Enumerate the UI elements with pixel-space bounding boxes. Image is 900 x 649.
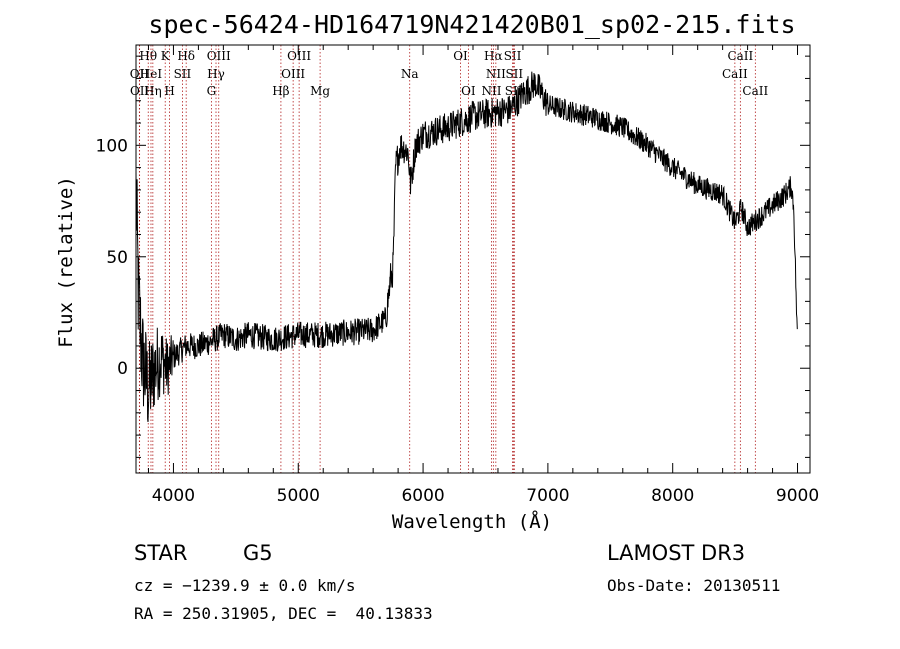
- spectral-line-label: Hβ: [272, 84, 289, 98]
- x-axis-label: Wavelength (Å): [392, 510, 552, 533]
- x-tick-label: 6000: [401, 486, 444, 506]
- x-tick-label: 9000: [776, 486, 819, 506]
- y-tick-label: 0: [117, 359, 128, 379]
- y-tick-label: 100: [96, 136, 128, 156]
- spectral-line-label: Hδ: [177, 49, 195, 63]
- spectral-line-label: SII: [505, 67, 523, 81]
- spectral-line-label: OIII: [287, 49, 311, 63]
- obs-date: Obs-Date: 20130511: [607, 576, 781, 595]
- spectral-line-label: NII: [481, 84, 501, 98]
- spectral-line-label: Na: [401, 67, 419, 81]
- spectral-line-label: CaII: [722, 67, 748, 81]
- spectral-line-label: NII: [486, 67, 506, 81]
- spectral-line-label: SII: [504, 49, 522, 63]
- x-tick-label: 5000: [277, 486, 320, 506]
- spectral-line-label: OIII: [207, 49, 231, 63]
- object-subclass: G5: [243, 541, 273, 565]
- spectral-line-label: H: [164, 84, 174, 98]
- spectral-line-label: OIII: [281, 67, 305, 81]
- spectral-line-label: Hα: [484, 49, 503, 63]
- survey-label: LAMOST DR3: [607, 541, 746, 565]
- spectral-line-label: K: [161, 49, 171, 63]
- spectral-line-label: Hθ: [139, 49, 157, 63]
- x-tick-label: 7000: [526, 486, 569, 506]
- spectral-line-label: Hγ: [207, 67, 225, 81]
- spectral-line-label: CaII: [727, 49, 753, 63]
- plot-frame: [135, 44, 811, 474]
- spectral-line-label: G: [207, 84, 217, 98]
- series-layer: [135, 71, 798, 423]
- coordinates-line: RA = 250.31905, DEC = 40.13833: [134, 604, 433, 623]
- y-axis-label: Flux (relative): [55, 176, 77, 348]
- x-tick-label: 4000: [152, 486, 195, 506]
- spectral-line-label: Mg: [310, 84, 330, 98]
- y-tick-label: 50: [106, 248, 128, 268]
- spectral-line-label: Hη: [144, 84, 162, 98]
- spectral-line-label: OI: [453, 49, 468, 63]
- spectral-line-label: HeI: [140, 67, 163, 81]
- axis-ticks: 4000 5000 6000 7000 8000 9000 0 50 100: [96, 45, 819, 506]
- spectrum-series-line: [135, 71, 798, 423]
- x-tick-label: 8000: [651, 486, 694, 506]
- spectral-line-label: SII: [174, 67, 192, 81]
- object-class-label: STAR: [134, 541, 188, 565]
- spectral-line-label: OII: [130, 84, 150, 98]
- chart-title: spec-56424-HD164719N421420B01_sp02-215.f…: [148, 10, 795, 39]
- spectral-line-label: CaII: [742, 84, 768, 98]
- redshift-line: cz = −1239.9 ± 0.0 km/s: [134, 576, 356, 595]
- spectral-line-label: OI: [461, 84, 476, 98]
